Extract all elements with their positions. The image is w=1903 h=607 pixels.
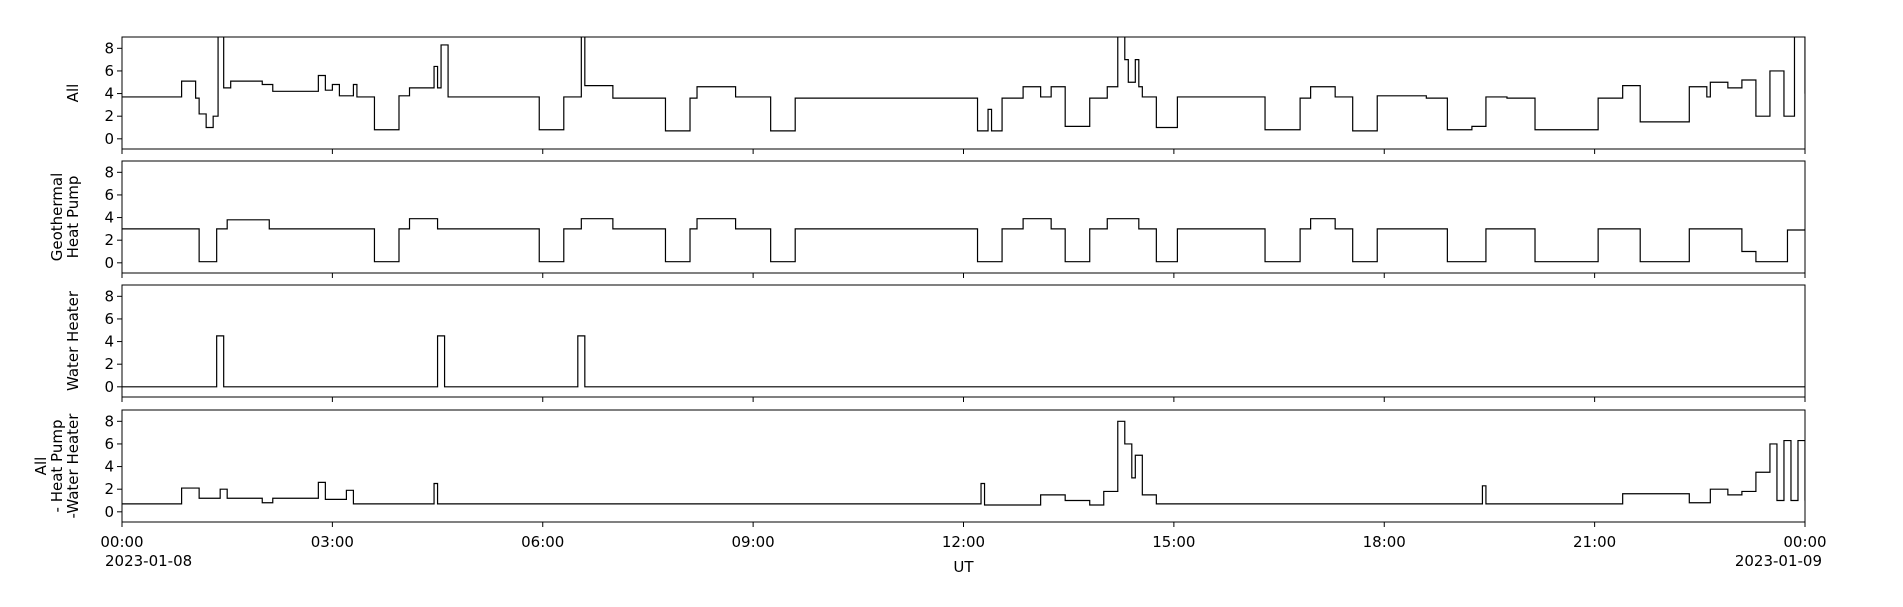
y-tick-label: 8: [104, 412, 114, 430]
x-tick-label: 03:00: [311, 533, 354, 551]
x-tick-label: 18:00: [1363, 533, 1406, 551]
x-sublabel: 2023-01-08: [105, 552, 192, 570]
x-axis-label: UT: [953, 558, 974, 576]
y-axis-label: All: [64, 84, 82, 103]
y-tick-label: 4: [104, 85, 114, 103]
x-tick-label: 12:00: [942, 533, 985, 551]
y-tick-label: 8: [104, 163, 114, 181]
y-axis-label: -Water Heater: [64, 413, 82, 519]
y-tick-label: 2: [104, 107, 114, 125]
x-sublabel: 2023-01-09: [1735, 552, 1822, 570]
series-line: [122, 218, 1805, 263]
y-axis-label: Heat Pump: [64, 176, 82, 259]
y-tick-label: 4: [104, 458, 114, 476]
y-tick-label: 8: [104, 39, 114, 57]
y-tick-label: 6: [104, 435, 114, 453]
y-tick-label: 0: [104, 378, 114, 396]
y-tick-label: 0: [104, 503, 114, 521]
series-line: [122, 37, 1805, 132]
y-tick-label: 6: [104, 186, 114, 204]
plot-frame: [121, 409, 1806, 523]
y-tick-label: 2: [104, 355, 114, 373]
y-tick-label: 2: [104, 480, 114, 498]
x-tick-label: 00:00: [100, 533, 143, 551]
y-tick-label: 4: [104, 333, 114, 351]
series-line: [122, 420, 1805, 506]
x-tick-label: 21:00: [1573, 533, 1616, 551]
y-tick-label: 6: [104, 310, 114, 328]
y-axis-label: Geothermal: [48, 173, 66, 262]
plot-frame: [121, 36, 1806, 150]
plot-frame: [121, 284, 1806, 398]
y-axis-label: All: [32, 457, 50, 476]
y-tick-label: 8: [104, 287, 114, 305]
y-axis-label: - Heat Pump: [48, 420, 66, 513]
x-tick-label: 15:00: [1152, 533, 1195, 551]
series-line: [122, 335, 1805, 388]
y-tick-label: 4: [104, 209, 114, 227]
y-tick-label: 0: [104, 130, 114, 148]
x-tick-label: 06:00: [521, 533, 564, 551]
x-tick-label: 00:00: [1783, 533, 1826, 551]
x-tick-label: 09:00: [732, 533, 775, 551]
y-tick-label: 6: [104, 62, 114, 80]
y-axis-label: Water Heater: [64, 290, 82, 391]
y-tick-label: 2: [104, 231, 114, 249]
y-tick-label: 0: [104, 254, 114, 272]
